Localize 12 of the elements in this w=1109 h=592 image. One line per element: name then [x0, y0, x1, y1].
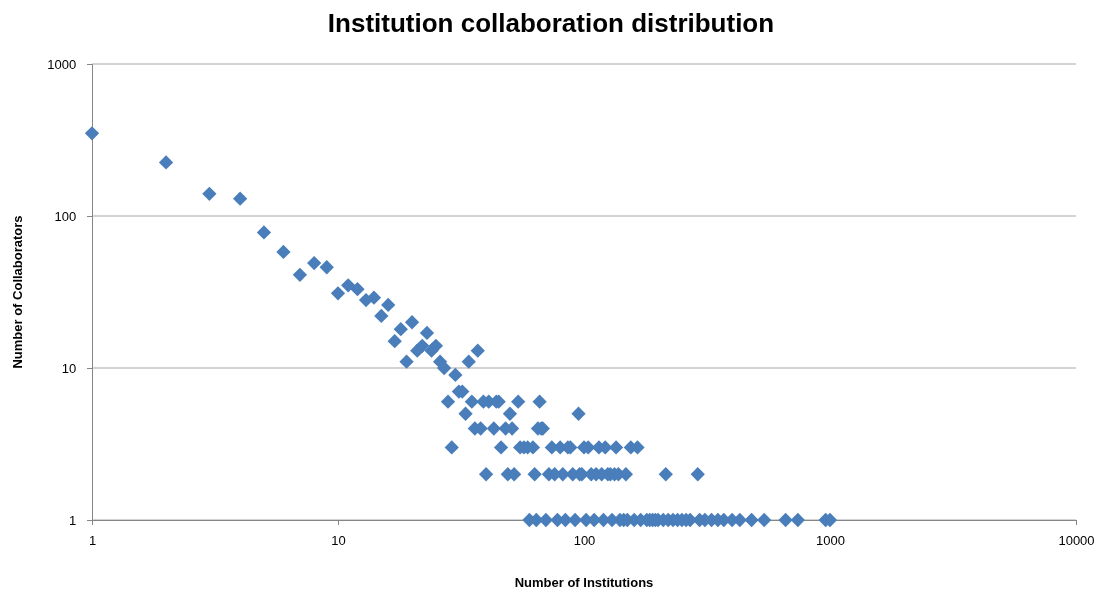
y-tick-label: 10	[61, 360, 77, 376]
y-axis-title: Number of Collaborators	[10, 215, 25, 369]
x-tick-label: 100	[573, 532, 596, 548]
x-axis-title: Number of Institutions	[514, 575, 654, 590]
chart-title: Institution collaboration distribution	[327, 8, 775, 38]
x-tick-label: 1000	[816, 532, 845, 548]
x-tick-label: 1	[88, 532, 97, 548]
y-tick-label: 1	[68, 512, 77, 528]
x-tick-label: 10000	[1058, 532, 1095, 548]
y-tick-label: 100	[54, 208, 77, 224]
x-tick-label: 10	[331, 532, 346, 548]
y-tick-label: 1000	[47, 56, 77, 72]
